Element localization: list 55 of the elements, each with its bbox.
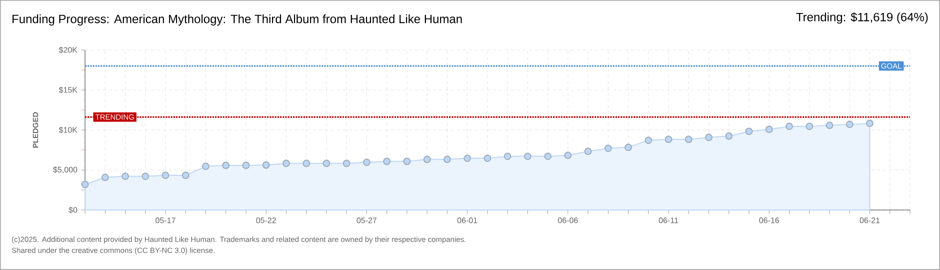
point: [464, 154, 472, 162]
point: [564, 152, 572, 160]
point: [604, 144, 612, 152]
y-tick-label: $15K: [58, 86, 78, 94]
y-tick-label: $10K: [58, 126, 78, 134]
point: [444, 156, 451, 164]
point: [584, 148, 592, 156]
point: [162, 172, 170, 180]
x-tick-label: 05-27: [356, 218, 377, 224]
chart-title: Funding Progress: American Mythology: The Third Album from Haunted Like Human: [12, 14, 462, 26]
point: [403, 158, 411, 166]
point: [504, 152, 512, 160]
point: [423, 156, 431, 164]
x-tick-label: 06-11: [658, 218, 678, 224]
point: [383, 158, 391, 166]
point: [302, 160, 310, 168]
point: [484, 154, 492, 162]
point: [846, 120, 854, 128]
x-tick-label: 06-21: [860, 218, 880, 224]
point: [282, 160, 290, 168]
point: [142, 172, 150, 180]
y-tick-label: $20K: [58, 46, 78, 54]
chart-subtitle: Trending: $11,619 (64%): [796, 12, 928, 24]
x-tick-label: 05-22: [256, 218, 276, 224]
point: [122, 172, 129, 180]
point: [624, 144, 632, 152]
point: [242, 162, 250, 170]
point: [745, 128, 753, 136]
x-tick-label: 05-17: [156, 218, 176, 224]
point: [684, 136, 692, 144]
point: [644, 136, 652, 144]
x-tick-label: 06-16: [759, 218, 780, 224]
point: [81, 180, 89, 188]
point: [101, 174, 109, 182]
point: [524, 152, 532, 160]
point: [664, 136, 672, 144]
point: [322, 160, 330, 168]
x-tick-label: 06-06: [558, 218, 578, 224]
point: [866, 120, 874, 128]
point: [182, 172, 190, 180]
point: [786, 122, 793, 130]
point: [765, 126, 773, 134]
point: [202, 162, 210, 170]
point: [725, 132, 733, 140]
point: [544, 152, 552, 160]
point: [363, 158, 370, 166]
y-tick-label: $5,000: [53, 166, 78, 174]
point: [342, 160, 350, 168]
point: [826, 122, 834, 130]
point: [806, 122, 814, 130]
x-tick-label: 06-01: [457, 218, 478, 224]
point: [262, 161, 270, 169]
point: [705, 134, 712, 142]
y-tick-label: $0: [68, 206, 78, 214]
point: [222, 162, 230, 170]
